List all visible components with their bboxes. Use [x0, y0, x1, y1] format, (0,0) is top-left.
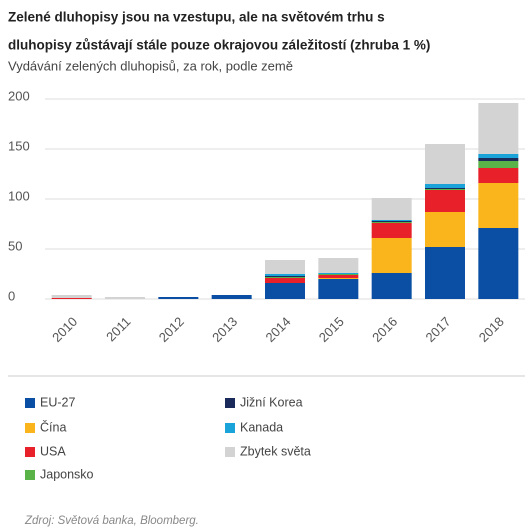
- legend-label: EU-27: [40, 395, 75, 409]
- legend-swatch: [25, 423, 35, 433]
- chart-subtitle: Vydávání zelených dluhopisů, za rok, pod…: [8, 58, 293, 73]
- bar-segment: [158, 297, 199, 299]
- bar-segment: [478, 183, 519, 228]
- chart-title: Zelené dluhopisy jsou na vzestupu, ale n…: [8, 10, 385, 25]
- source-text: : Světová banka, Bloomberg.: [51, 515, 199, 527]
- x-tick-label: 2010: [49, 314, 80, 345]
- bar-segment: [318, 275, 359, 278]
- x-tick-label: 2013: [209, 314, 240, 345]
- bar-segment: [371, 223, 412, 238]
- source: Zdroj: Světová banka, Bloomberg.: [24, 515, 199, 527]
- x-tick-label: 2011: [103, 314, 133, 344]
- bar-segment: [318, 258, 359, 273]
- legend-swatch: [225, 398, 235, 408]
- bar-segment: [371, 198, 412, 220]
- bar-segment: [265, 260, 305, 274]
- x-tick-label: 2016: [369, 314, 400, 345]
- bar-segment: [425, 190, 465, 212]
- bar-segment: [425, 188, 465, 189]
- legend-label: USA: [40, 444, 66, 458]
- bar-segment: [478, 168, 519, 183]
- bar-segment: [425, 184, 465, 188]
- y-tick-label: 100: [8, 188, 30, 203]
- legend-swatch: [25, 447, 35, 457]
- bar-segment: [51, 298, 92, 299]
- legend-label: Jižní Korea: [240, 395, 303, 409]
- bar-segment: [371, 220, 412, 221]
- x-tick-label: 2018: [476, 314, 507, 345]
- bar-segment: [478, 154, 519, 158]
- bar-segment: [211, 295, 252, 299]
- bar-segment: [265, 277, 305, 278]
- bar-segment: [371, 238, 412, 273]
- legend-label: Čína: [40, 419, 66, 434]
- bar-segment: [265, 278, 305, 283]
- x-tick-label: 2015: [316, 314, 347, 345]
- legend-swatch: [25, 470, 35, 480]
- bar-segment: [265, 276, 305, 277]
- bar-segment: [425, 144, 465, 184]
- y-tick-label: 150: [8, 138, 30, 153]
- y-tick-label: 0: [8, 288, 15, 303]
- legend-swatch: [225, 447, 235, 457]
- bar-segment: [478, 158, 519, 161]
- bar-segment: [318, 279, 359, 299]
- bar-segment: [318, 274, 359, 275]
- legend-swatch: [25, 398, 35, 408]
- bar-segment: [425, 189, 465, 190]
- bar-segment: [371, 221, 412, 222]
- legend-label: Zbytek světa: [240, 444, 311, 458]
- bar-segment: [265, 283, 305, 299]
- legend-swatch: [225, 423, 235, 433]
- bar-segment: [371, 222, 412, 223]
- bar-segment: [478, 103, 519, 154]
- x-tick-label: 2017: [422, 314, 453, 345]
- bar-segment: [318, 278, 359, 279]
- bar-segment: [425, 212, 465, 247]
- bar-segment: [478, 161, 519, 168]
- bar-segment: [478, 228, 519, 299]
- bar-segment: [105, 297, 145, 299]
- bar-segment: [51, 295, 92, 298]
- x-tick-label: 2012: [156, 314, 187, 345]
- legend-label: Japonsko: [40, 467, 94, 481]
- bar-segment: [318, 273, 359, 274]
- y-tick-label: 200: [8, 88, 30, 103]
- bar-segment: [371, 273, 412, 299]
- x-tick-label: 2014: [262, 314, 293, 345]
- legend-label: Kanada: [240, 420, 283, 434]
- source-label: Zdroj: [24, 515, 52, 527]
- chart-title: dluhopisy zůstávají stále pouze okrajovo…: [8, 38, 430, 53]
- y-tick-label: 50: [8, 238, 22, 253]
- bar-segment: [265, 274, 305, 276]
- bar-segment: [425, 247, 465, 299]
